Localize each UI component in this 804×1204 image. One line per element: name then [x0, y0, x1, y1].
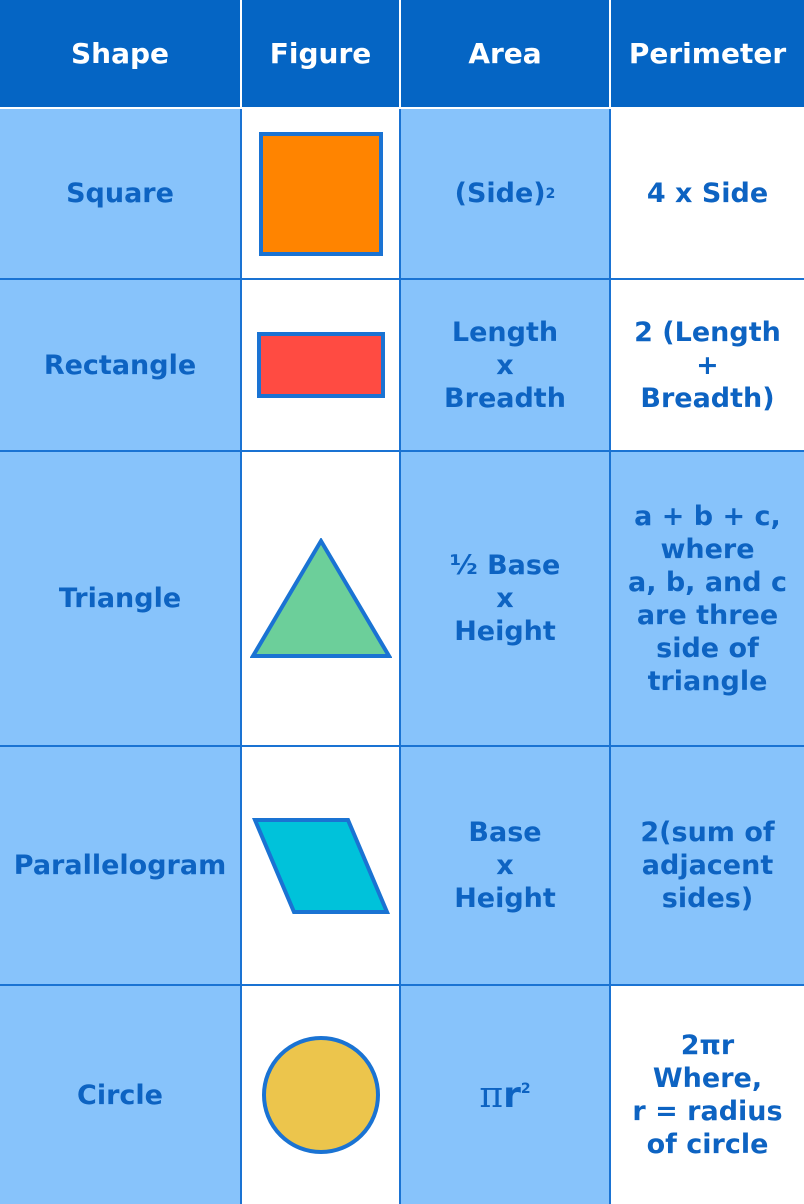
shape-name-square: Square — [0, 109, 242, 280]
perimeter-triangle: a + b + c, where a, b, and c are three s… — [611, 452, 804, 747]
area-square: (Side) 2 — [401, 109, 611, 280]
figure-cell-parallelogram — [242, 747, 401, 986]
parallelogram-icon — [251, 817, 390, 914]
shape-name-triangle: Triangle — [0, 452, 242, 747]
circle-icon — [261, 1036, 380, 1154]
perimeter-square: 4 x Side — [611, 109, 804, 280]
header-area: Area — [401, 0, 611, 109]
square-icon — [258, 131, 383, 256]
shape-name-circle: Circle — [0, 986, 242, 1204]
perimeter-circle: 2πr Where, r = radius of circle — [611, 986, 804, 1204]
area-circle: πr2 — [401, 986, 611, 1204]
header-figure: Figure — [242, 0, 401, 109]
area-parallelogram: Base x Height — [401, 747, 611, 986]
figure-cell-circle — [242, 986, 401, 1204]
figure-cell-rectangle — [242, 280, 401, 452]
figure-cell-triangle — [242, 452, 401, 747]
header-perimeter: Perimeter — [611, 0, 804, 109]
area-triangle: ½ Base x Height — [401, 452, 611, 747]
rectangle-icon — [256, 332, 385, 398]
header-shape: Shape — [0, 0, 242, 109]
perimeter-rectangle: 2 (Length + Breadth) — [611, 280, 804, 452]
area-rectangle: Length x Breadth — [401, 280, 611, 452]
triangle-icon — [249, 537, 392, 658]
perimeter-parallelogram: 2(sum of adjacent sides) — [611, 747, 804, 986]
shape-name-parallelogram: Parallelogram — [0, 747, 242, 986]
figure-cell-square — [242, 109, 401, 280]
shape-name-rectangle: Rectangle — [0, 280, 242, 452]
